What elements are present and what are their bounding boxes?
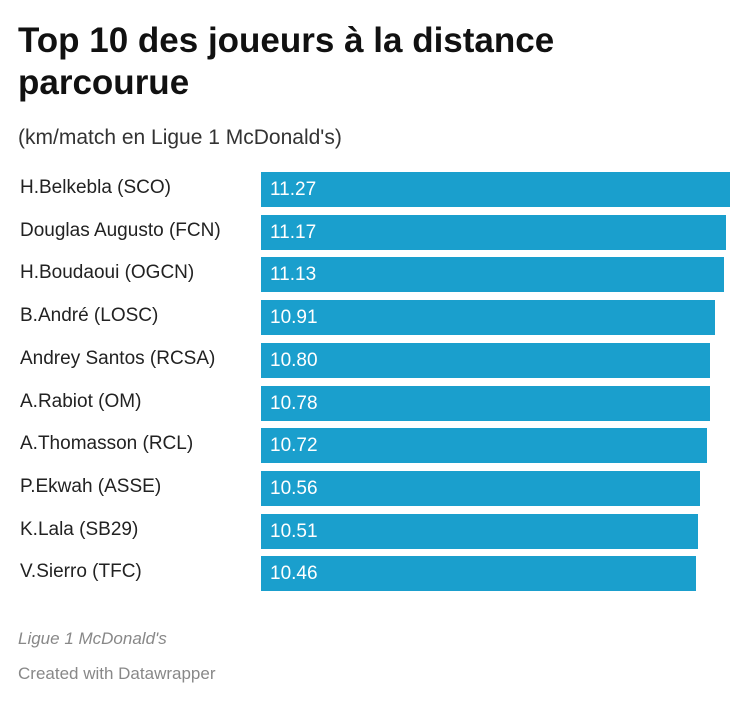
category-label: A.Rabiot (OM): [20, 390, 142, 412]
category-label: Andrey Santos (RCSA): [20, 347, 216, 369]
value-label: 10.56: [270, 477, 318, 499]
bar: [261, 300, 716, 336]
category-label: B.André (LOSC): [20, 305, 159, 327]
datawrapper-credit: Created with Datawrapper: [18, 664, 216, 683]
bar: [261, 342, 711, 378]
category-label: H.Boudaoui (OGCN): [20, 262, 195, 284]
value-label: 11.27: [270, 179, 317, 200]
bar-row: A.Thomasson (RCL) 10.72: [0, 426, 750, 464]
category-label: P.Ekwah (ASSE): [20, 475, 162, 497]
bar: [261, 257, 725, 293]
bar: [261, 172, 730, 207]
bar-row: Andrey Santos (RCSA) 10.80: [0, 341, 750, 378]
bar-row: H.Belkebla (SCO) 11.27: [0, 170, 750, 207]
category-label: A.Thomasson (RCL): [20, 433, 194, 455]
value-label: 10.91: [270, 307, 318, 329]
value-label: 11.17: [270, 221, 317, 243]
bar: [261, 513, 699, 549]
value-label: 10.51: [270, 520, 318, 542]
value-label: 11.13: [270, 264, 317, 286]
bar: [261, 428, 708, 464]
chart-title: Top 10 des joueurs à la distance parcour…: [18, 21, 555, 102]
bar: [261, 470, 701, 506]
source-note: Ligue 1 McDonald's: [18, 629, 167, 648]
category-label: V.Sierro (TFC): [20, 561, 142, 583]
category-label: K.Lala (SB29): [20, 518, 139, 540]
category-label: H.Belkebla (SCO): [20, 177, 171, 198]
bar-row: K.Lala (SB29) 10.51: [0, 512, 750, 549]
value-label: 10.72: [270, 435, 318, 457]
bar-row: V.Sierro (TFC) 10.46: [0, 554, 750, 592]
value-label: 10.78: [270, 392, 318, 414]
bar: [261, 214, 726, 250]
bar-row: A.Rabiot (OM) 10.78: [0, 384, 750, 421]
bar-row: H.Boudaoui (OGCN) 11.13: [0, 255, 750, 293]
bar-row: Douglas Augusto (FCN) 11.17: [0, 213, 750, 250]
value-label: 10.46: [270, 563, 318, 585]
bar-row: B.André (LOSC) 10.91: [0, 298, 750, 336]
category-label: Douglas Augusto (FCN): [20, 219, 221, 241]
bar: [261, 556, 697, 592]
bar: [261, 385, 710, 421]
bar-row: P.Ekwah (ASSE) 10.56: [0, 469, 750, 506]
value-label: 10.80: [270, 349, 318, 371]
bar-chart: H.Belkebla (SCO) 11.27 Douglas Augusto (FC…: [0, 170, 750, 600]
chart-subtitle: (km/match en Ligue 1 McDonald's): [18, 126, 342, 149]
